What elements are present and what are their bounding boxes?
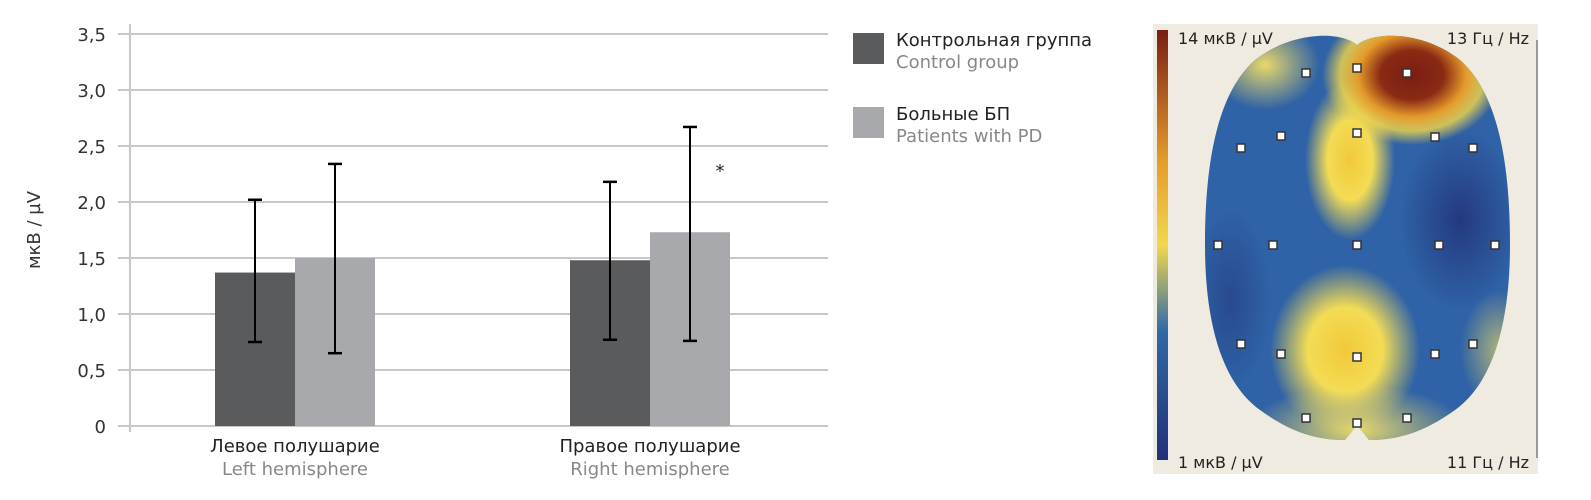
electrode-marker xyxy=(1301,413,1311,423)
electrode-marker xyxy=(1352,418,1362,428)
x-tick-label-ru: Левое полушарие xyxy=(210,436,380,457)
electrode-marker xyxy=(1430,349,1440,359)
significance-marker: * xyxy=(716,161,725,182)
legend-swatch-control xyxy=(853,33,884,64)
topomap-max-label: 14 мкВ / µV xyxy=(1178,29,1273,48)
y-tick-label: 1,0 xyxy=(77,305,106,326)
x-tick-label-en: Left hemisphere xyxy=(222,459,368,480)
legend-label-en: Control group xyxy=(896,52,1020,73)
electrode-marker xyxy=(1352,240,1362,250)
y-tick-label: 3,5 xyxy=(77,25,106,46)
electrode-marker xyxy=(1352,352,1362,362)
legend-label-en: Patients with PD xyxy=(896,126,1043,147)
legend-swatch-pd xyxy=(853,107,884,138)
electrode-marker xyxy=(1301,68,1311,78)
y-tick-label: 1,5 xyxy=(77,249,106,270)
legend-label-ru: Больные БП xyxy=(896,104,1011,125)
electrode-marker xyxy=(1213,240,1223,250)
electrode-marker xyxy=(1236,339,1246,349)
electrode-marker xyxy=(1468,143,1478,153)
electrode-marker xyxy=(1430,132,1440,142)
electrode-marker xyxy=(1490,240,1500,250)
eeg-topomap: 14 мкВ / µV 1 мкВ / µV 13 Гц / Hz 11 Гц … xyxy=(1153,24,1538,474)
head-map xyxy=(1205,35,1510,441)
electrode-marker xyxy=(1268,240,1278,250)
electrode-markers xyxy=(1213,63,1500,428)
electrode-marker xyxy=(1276,349,1286,359)
legend-item-pd: Больные БП Patients with PD xyxy=(853,104,1092,148)
legend-item-control: Контрольная группа Control group xyxy=(853,30,1092,74)
y-tick-label: 0,5 xyxy=(77,361,106,382)
electrode-marker xyxy=(1352,128,1362,138)
y-tick-label: 0 xyxy=(95,417,106,438)
topomap-min-label: 1 мкВ / µV xyxy=(1178,453,1263,472)
y-tick-label: 2,5 xyxy=(77,137,106,158)
y-tick-label: 2,0 xyxy=(77,193,106,214)
electrode-marker xyxy=(1352,63,1362,73)
topomap-freq-low: 11 Гц / Hz xyxy=(1447,453,1529,472)
electrode-marker xyxy=(1468,339,1478,349)
topomap-freq-high: 13 Гц / Hz xyxy=(1447,29,1529,48)
y-axis-label: мкВ / µV xyxy=(24,190,45,269)
color-scale-bar xyxy=(1157,30,1168,460)
electrode-marker xyxy=(1402,413,1412,423)
x-tick-label-en: Right hemisphere xyxy=(570,459,730,480)
x-tick-label-ru: Правое полушарие xyxy=(559,436,740,457)
electrode-marker xyxy=(1276,131,1286,141)
y-tick-label: 3,0 xyxy=(77,81,106,102)
electrode-marker xyxy=(1236,143,1246,153)
electrode-marker xyxy=(1402,68,1412,78)
electrode-marker xyxy=(1434,240,1444,250)
bar-chart: 0 0,5 1,0 1,5 2,0 2,5 3,0 3,5 мкВ / µV Левое полу… xyxy=(24,24,828,480)
legend-label-ru: Контрольная группа xyxy=(896,30,1093,51)
legend: Контрольная группа Control group Больные… xyxy=(853,30,1092,178)
